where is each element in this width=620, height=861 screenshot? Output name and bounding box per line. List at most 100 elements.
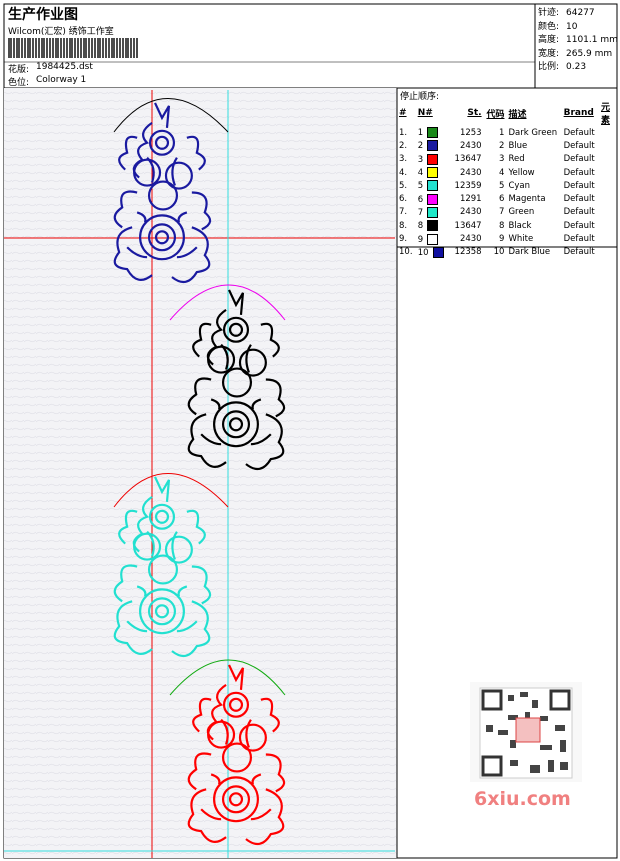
cell: 12358	[454, 247, 482, 258]
cell: 1253	[459, 127, 482, 138]
table-row: 6. 6 1291 6 Magenta Default	[397, 192, 620, 205]
table-row: 2. 2 2430 2 Blue Default	[397, 139, 620, 152]
cell: 9.	[399, 234, 408, 245]
stat-row: 高度: 1101.1 mm	[538, 32, 618, 46]
column-header: #	[399, 108, 407, 118]
column-header: 代码	[486, 109, 505, 120]
table-row: 1. 1 1253 1 Dark Green Default	[397, 126, 620, 139]
swatch	[427, 206, 439, 218]
swatch	[427, 180, 439, 192]
table-row: 10. 10 12358 10 Dark Blue Default	[397, 246, 620, 259]
cell: 3.	[399, 154, 408, 165]
stat-label: 颜色:	[538, 21, 560, 32]
cell: Default	[563, 207, 595, 218]
cell: 13647	[454, 220, 482, 231]
table-row: 4. 4 2430 4 Yellow Default	[397, 166, 620, 179]
swatch	[427, 153, 439, 165]
cell	[599, 246, 620, 259]
cell: Dark Blue	[508, 247, 551, 258]
column-header: 描述	[508, 109, 527, 120]
cell: White	[508, 234, 534, 245]
stat-row: 颜色: 10	[538, 19, 618, 33]
cell: 2430	[459, 140, 482, 151]
cell	[599, 219, 620, 232]
cell: Black	[508, 220, 532, 231]
cell: 7	[416, 206, 446, 219]
cell: Default	[563, 194, 595, 205]
stat-value: 10	[566, 21, 578, 32]
cell: Default	[563, 180, 595, 191]
cell: Default	[563, 154, 595, 165]
table-row: 8. 8 13647 8 Black Default	[397, 219, 620, 232]
cell: 6	[417, 194, 424, 205]
cell: 2.	[399, 140, 408, 151]
swatch	[427, 127, 439, 139]
stat-row: 宽度: 265.9 mm	[538, 46, 618, 60]
cell: 1.	[399, 127, 408, 138]
stat-row: 针迹: 64277	[538, 5, 618, 19]
swatch	[427, 193, 439, 205]
colorway: Colorway 1	[36, 75, 87, 85]
cell: 8	[417, 221, 424, 232]
cell: Default	[563, 220, 595, 231]
column-header: St.	[467, 108, 482, 118]
cell: 2	[417, 141, 424, 152]
cell: 6.	[399, 194, 408, 205]
color-table: # N# St. 代码 描述 Brand 元素 1. 1 1253 1 Dark Green Defau…	[397, 100, 620, 259]
cell: 9	[499, 234, 505, 245]
cell: 10	[417, 247, 429, 258]
cell	[599, 192, 620, 205]
swatch	[427, 140, 439, 152]
cell: 3	[499, 154, 505, 165]
cell	[599, 179, 620, 192]
swatch	[432, 246, 444, 258]
stat-label: 针迹:	[538, 8, 560, 18]
stats: 针迹: 64277 颜色: 10 高度: 1101.1 mm 宽度: 265.9 mm 比例: 0…	[538, 5, 618, 73]
cell	[599, 166, 620, 179]
cell: 1	[416, 126, 446, 139]
cell: 4	[416, 166, 446, 179]
cell: 8	[499, 220, 505, 231]
cell: Green	[508, 207, 535, 218]
cell: 2430	[459, 207, 482, 218]
cell: 10	[493, 247, 505, 258]
cell: 5	[417, 181, 424, 192]
cell: 9	[416, 232, 446, 245]
cell: 2	[416, 139, 446, 152]
cell: 10	[416, 246, 446, 259]
cell	[599, 153, 620, 166]
cell: Yellow	[508, 167, 535, 178]
stat-label: 高度:	[538, 35, 560, 45]
swatch	[427, 233, 439, 245]
cell: 3	[417, 154, 424, 165]
cell: 7	[417, 207, 424, 218]
qr-code	[470, 682, 582, 782]
stat-label: 比例:	[538, 62, 560, 72]
cell: 2430	[459, 167, 482, 178]
cell: 7.	[399, 207, 408, 218]
cell: 10.	[399, 247, 413, 258]
title: 生产作业图	[8, 7, 78, 23]
table-row: 9. 9 2430 9 White Default	[397, 232, 620, 245]
table-row: 5. 5 12359 5 Cyan Default	[397, 179, 620, 192]
stat-value: 0.23	[566, 62, 587, 72]
cell: 3	[416, 153, 446, 166]
cell: 9	[417, 234, 424, 245]
cell: 1	[499, 127, 505, 138]
barcode	[8, 38, 138, 58]
cell: 5.	[399, 180, 408, 191]
cell	[599, 232, 620, 245]
cell: 1291	[459, 194, 482, 205]
column-header: N#	[417, 108, 433, 118]
cell: Blue	[508, 140, 528, 151]
table-row: 7. 7 2430 7 Green Default	[397, 206, 620, 219]
watermark: 6xiu.com	[474, 788, 571, 810]
design-label: 花版:	[8, 65, 30, 75]
column-header: Brand	[563, 108, 594, 118]
cell: 5	[499, 180, 505, 191]
stat-value: 64277	[566, 8, 595, 18]
cell: 7	[499, 207, 505, 218]
studio: Wilcom(汇宏) 绣饰工作室	[8, 27, 114, 37]
